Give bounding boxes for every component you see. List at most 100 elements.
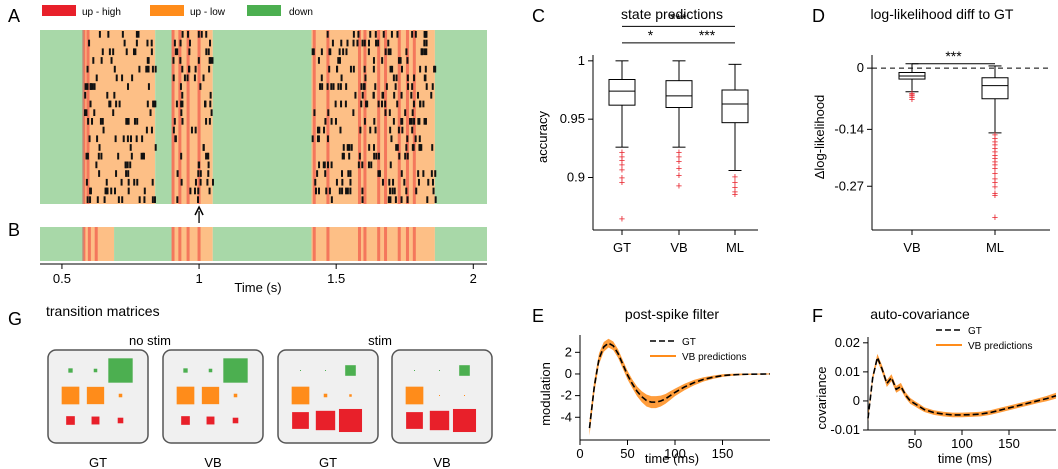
x-tick-label: 150 (712, 446, 734, 461)
spike (147, 57, 150, 64)
outlier-point: + (992, 153, 998, 165)
high-state-band (377, 227, 381, 261)
spike (349, 178, 352, 186)
matrix-label: GT (319, 455, 337, 469)
y-tick-label: 0 (857, 60, 864, 75)
spike (375, 152, 378, 160)
spike (409, 118, 412, 125)
box-iqr (665, 80, 693, 108)
spike (422, 170, 425, 177)
spike (189, 187, 192, 195)
matrix-cell (93, 368, 98, 373)
spike (129, 135, 132, 143)
spike (418, 118, 421, 125)
spike (385, 83, 388, 90)
spike (97, 152, 100, 160)
spike (193, 74, 196, 82)
box-iqr (981, 77, 1009, 100)
matrix-cell (176, 386, 195, 405)
outlier-point: + (992, 133, 998, 145)
series-band-vb (589, 338, 770, 436)
spike (208, 65, 211, 73)
spike (394, 196, 397, 203)
spike (205, 152, 208, 160)
spike (404, 152, 407, 160)
spike (341, 170, 344, 177)
spike (427, 178, 430, 186)
spike (423, 39, 426, 47)
spike (391, 65, 394, 73)
spike (384, 109, 387, 116)
spike (198, 161, 201, 169)
spike (95, 161, 98, 169)
spike (151, 65, 154, 73)
spike (368, 144, 371, 151)
spike (412, 100, 415, 108)
spike (129, 144, 132, 151)
spike (319, 83, 322, 90)
spike (324, 118, 327, 125)
spike (112, 109, 115, 116)
matrix-cell (464, 395, 465, 396)
spike (382, 31, 385, 38)
spike (326, 83, 329, 90)
spike (416, 91, 419, 99)
spike (110, 57, 113, 64)
spike (373, 152, 376, 160)
spike (424, 65, 427, 73)
spike (86, 83, 89, 90)
legend-label-up-low: up - low (190, 7, 226, 18)
spike (194, 126, 197, 134)
high-state-band (363, 227, 367, 261)
matrix-cell (86, 386, 105, 405)
spike (133, 178, 136, 186)
spike (350, 144, 353, 151)
spike (336, 65, 339, 73)
spike (403, 178, 406, 186)
spike (125, 118, 128, 125)
spike (318, 161, 321, 169)
title-f: auto-covariance (870, 306, 970, 322)
spike (399, 57, 402, 64)
panel-label-e: E (532, 306, 544, 326)
spike (174, 48, 177, 56)
spike (172, 126, 175, 134)
spike (207, 152, 210, 160)
state-segment (114, 227, 172, 261)
ylabel-e: modulation (538, 362, 553, 426)
spike (418, 135, 421, 143)
spike (400, 196, 403, 203)
matrix-cell (206, 416, 215, 425)
spike (390, 135, 393, 143)
spike (316, 126, 319, 134)
spike (425, 83, 428, 90)
x-tick-label: VB (670, 240, 687, 255)
spike (425, 31, 428, 38)
spike (346, 144, 349, 151)
spike (395, 144, 398, 151)
panel-label-f: F (812, 306, 823, 326)
spike (87, 118, 90, 125)
spike (345, 187, 348, 195)
outlier-point: + (732, 171, 738, 183)
state-segment (311, 30, 435, 204)
spike (138, 196, 141, 203)
spike (114, 135, 117, 143)
high-state-band (384, 227, 388, 261)
spike (396, 144, 399, 151)
spike (374, 31, 377, 38)
state-segment (212, 227, 312, 261)
spike (173, 39, 176, 47)
spike (377, 39, 380, 47)
title-c: state predictions (621, 6, 723, 22)
spike (349, 187, 352, 195)
high-state-band (326, 227, 330, 261)
spike (123, 39, 126, 47)
legend-swatch-down (247, 5, 281, 16)
spike (176, 196, 179, 203)
spike (89, 100, 92, 108)
spike (88, 135, 91, 143)
spike (135, 39, 138, 47)
spike (197, 31, 200, 38)
spike (86, 196, 89, 203)
